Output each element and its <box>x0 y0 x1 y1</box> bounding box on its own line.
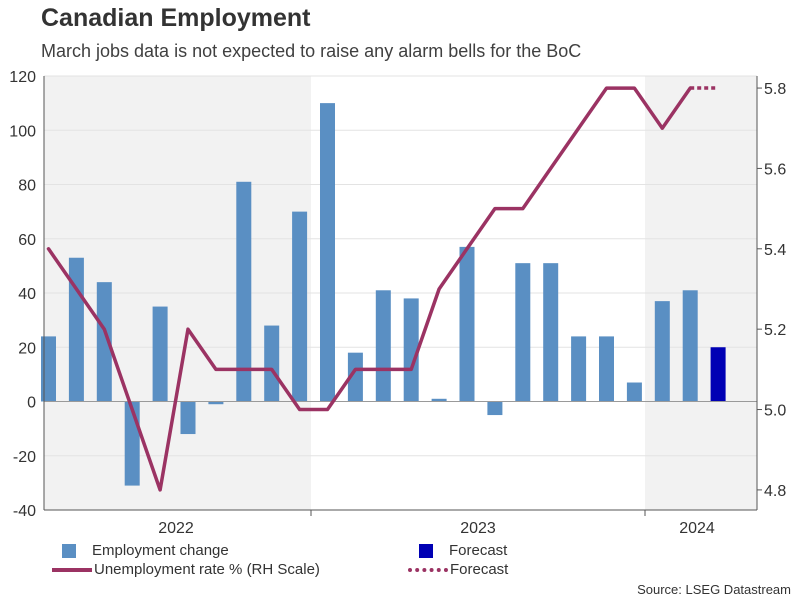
legend-bar-swatch <box>62 543 76 558</box>
legend-bar-forecast: Forecast <box>419 542 507 559</box>
employment-bar <box>375 290 391 402</box>
employment-bar <box>347 352 363 402</box>
employment-bar <box>459 246 475 402</box>
legend-bar-label: Employment change <box>92 542 229 559</box>
left-tick-label: 80 <box>18 178 36 195</box>
legend-bar-forecast-label: Forecast <box>449 542 508 559</box>
x-tick-label: 2024 <box>679 520 715 537</box>
employment-bar <box>571 336 587 402</box>
left-tick-label: 0 <box>27 395 36 412</box>
forecast-bar <box>710 347 726 402</box>
source-note: Source: LSEG Datastream <box>637 582 791 597</box>
left-tick-label: 20 <box>18 340 36 357</box>
legend-unemployment-rate: Unemployment rate % (RH Scale) <box>52 561 320 578</box>
left-tick-label: -40 <box>13 503 36 520</box>
employment-bar <box>403 298 419 402</box>
right-tick-label: 5.8 <box>764 81 786 98</box>
right-tick-label: 5.0 <box>764 403 786 420</box>
employment-bar <box>41 336 56 402</box>
left-tick-label: 100 <box>9 123 36 140</box>
left-tick-label: -20 <box>13 449 36 466</box>
legend-line-swatch <box>52 567 92 572</box>
employment-bar <box>515 263 531 402</box>
unemployment-line <box>46 86 692 492</box>
employment-bar <box>682 290 698 402</box>
employment-bar <box>543 263 559 402</box>
legend-forecast-line-swatch <box>408 567 448 572</box>
left-tick-label: 40 <box>18 286 36 303</box>
chart-subtitle: March jobs data is not expected to raise… <box>41 41 582 61</box>
left-tick-label: 60 <box>18 232 36 249</box>
employment-bar <box>180 401 196 435</box>
legend-forecast-bar-swatch <box>419 543 433 558</box>
employment-bar <box>487 401 503 416</box>
employment-bar <box>292 211 308 402</box>
employment-bar <box>320 103 335 402</box>
employment-bar <box>264 325 280 402</box>
right-tick-label: 5.2 <box>764 322 786 339</box>
legend-line-forecast: Forecast <box>408 561 508 578</box>
employment-bar <box>626 382 642 402</box>
x-tick-label: 2022 <box>158 520 194 537</box>
x-tick-label: 2023 <box>460 520 496 537</box>
legend-line-forecast-label: Forecast <box>450 561 509 578</box>
employment-bar <box>431 398 447 402</box>
employment-bar <box>152 306 168 402</box>
left-tick-label: 120 <box>9 69 36 86</box>
employment-bar <box>208 401 224 405</box>
right-tick-label: 4.8 <box>764 483 786 500</box>
right-tick-label: 5.6 <box>764 161 786 178</box>
employment-bar <box>654 301 670 402</box>
legend-employment-change: Employment change <box>62 542 229 559</box>
right-tick-label: 5.4 <box>764 242 786 259</box>
chart-title: Canadian Employment <box>41 4 311 32</box>
legend-line-label: Unemployment rate % (RH Scale) <box>94 561 320 578</box>
employment-bar <box>236 181 252 402</box>
employment-bar <box>599 336 614 402</box>
employment-bar <box>96 282 112 402</box>
